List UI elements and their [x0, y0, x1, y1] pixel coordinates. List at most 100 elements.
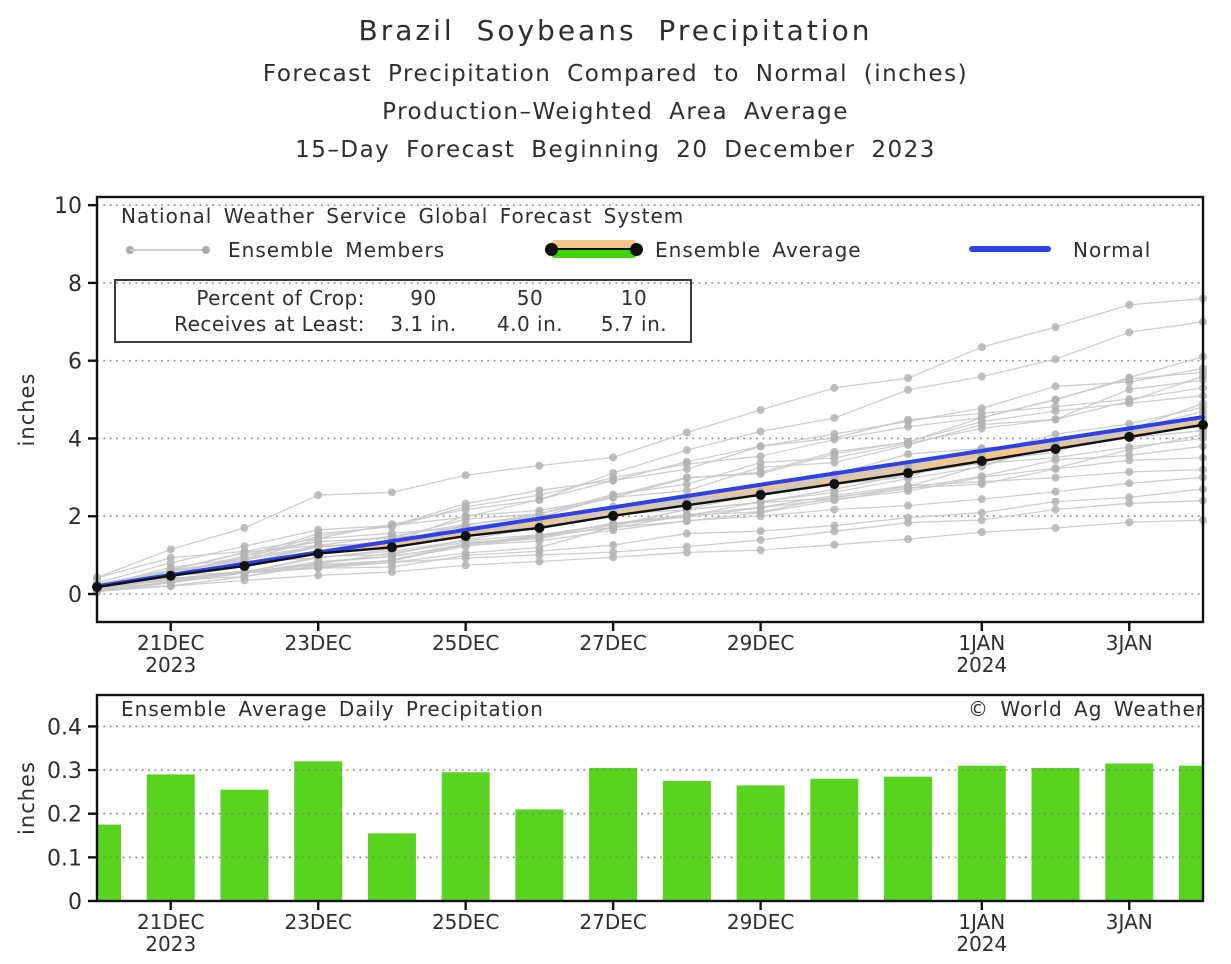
ensemble-member-dot	[904, 385, 913, 394]
x-tick-label: 1JAN	[958, 910, 1005, 934]
daily-precip-bar	[810, 778, 859, 901]
subtitle-2: Production–Weighted Area Average	[382, 99, 849, 125]
ensemble-member-dot	[166, 582, 175, 591]
ensemble-member-dot	[977, 516, 986, 525]
y-tick-label: 8	[68, 272, 82, 297]
ensemble-average-dot	[534, 522, 545, 533]
ensemble-member-dot	[1051, 497, 1060, 506]
ensemble-member-dot	[535, 536, 544, 545]
ensemble-member-line	[96, 437, 1204, 589]
crop-amount: 4.0 in.	[496, 312, 564, 336]
ensemble-member-dot	[977, 495, 986, 504]
y-tick-label: 6	[68, 350, 82, 375]
daily-precip-bar	[957, 765, 1006, 901]
x-tick-year: 2023	[145, 653, 196, 677]
normal-marker-icon	[969, 237, 1051, 263]
top-plot-frame	[95, 195, 1205, 624]
ensemble-member-line	[96, 433, 1204, 586]
y-tick-label: 2	[68, 505, 82, 530]
ensemble-member-dot	[756, 469, 765, 478]
ensemble-member-dot	[1051, 430, 1060, 439]
ensemble-member-dot	[1125, 300, 1134, 309]
ensemble-member-dot	[830, 505, 839, 514]
top-gridlines	[97, 204, 1203, 595]
ensemble-average-marker-icon	[545, 237, 643, 263]
ensemble-member-dot	[387, 488, 396, 497]
x-tick-label: 3JAN	[1106, 910, 1153, 934]
x-tick-label: 3JAN	[1106, 631, 1153, 655]
ensemble-member-dot	[904, 535, 913, 544]
ensemble-member-dot	[461, 502, 470, 511]
ensemble-member-dot	[977, 417, 986, 426]
bottom-y-axis: 0 0.1 0.2 0.3 0.4 inches	[15, 715, 97, 915]
ensemble-member-dot	[314, 525, 323, 534]
page-title: Brazil Soybeans Precipitation	[358, 14, 873, 47]
ensemble-member-dot	[387, 552, 396, 561]
ensemble-member-dot	[609, 526, 618, 535]
daily-precip-bar	[736, 785, 785, 901]
ensemble-member-dot	[977, 343, 986, 352]
ensemble-average-dot	[829, 478, 840, 489]
ensemble-average-dot	[903, 468, 914, 479]
ensemble-average-dot	[239, 561, 250, 572]
ensemble-member-dot	[756, 503, 765, 512]
ensemble-member-dot	[682, 510, 691, 519]
ensemble-member-line	[96, 387, 1204, 584]
bottom-chart-title: Ensemble Average Daily Precipitation	[121, 697, 544, 721]
ensemble-member-dot	[1125, 399, 1134, 408]
subtitle-1: Forecast Precipitation Compared to Norma…	[262, 61, 969, 87]
ensemble-member-dot	[1051, 407, 1060, 416]
ensemble-member-dot	[535, 461, 544, 470]
ensemble-member-line	[96, 519, 1204, 592]
ensemble-member-dot	[314, 557, 323, 566]
ensemble-member-dot	[461, 554, 470, 563]
daily-precip-bar	[1031, 767, 1080, 901]
ensemble-member-dot	[904, 415, 913, 424]
x-tick-label: 21DEC	[137, 910, 204, 934]
copyright-credit: © World Ag Weather	[968, 697, 1205, 721]
ensemble-member-dot	[1125, 375, 1134, 384]
daily-precip-bar	[662, 780, 711, 901]
crop-row1-label: Percent of Crop:	[196, 286, 365, 310]
daily-precip-bar	[97, 824, 121, 901]
ensemble-member-dot	[609, 453, 618, 462]
x-tick-label: 23DEC	[284, 910, 351, 934]
title-block: Brazil Soybeans Precipitation Forecast P…	[0, 8, 1231, 175]
ensemble-member-dot	[756, 535, 765, 544]
ensemble-member-dot	[830, 458, 839, 467]
ensemble-member-dot	[387, 567, 396, 576]
ensemble-member-dot	[756, 406, 765, 415]
daily-precip-bar	[294, 761, 343, 901]
ensemble-member-dot	[1125, 518, 1134, 527]
ensemble-average-dot	[165, 570, 176, 581]
normal-line-icon	[969, 246, 1051, 252]
ensemble-member-dot	[682, 428, 691, 437]
y-tick-label: 0.2	[47, 803, 82, 828]
ensemble-member-dot	[240, 568, 249, 577]
ensemble-member-dot	[1051, 473, 1060, 482]
ensemble-member-dot	[682, 516, 691, 525]
legend-label-ensemble-average: Ensemble Average	[655, 238, 862, 262]
average-band-green-icon	[551, 249, 637, 258]
ensemble-member-dot	[830, 413, 839, 422]
x-tick-label: 27DEC	[579, 631, 646, 655]
legend-label-ensemble-members: Ensemble Members	[228, 238, 446, 262]
ensemble-member-dot	[830, 449, 839, 458]
ensemble-average-dot	[1198, 419, 1208, 430]
y-tick-label: 10	[54, 194, 82, 219]
x-tick-label: 23DEC	[284, 631, 351, 655]
ensemble-average-dot	[1124, 431, 1135, 442]
bottom-gridlines	[97, 725, 1203, 859]
ensemble-member-dot	[387, 532, 396, 541]
ensemble-member-dot	[1051, 355, 1060, 364]
ensemble-member-dot	[682, 446, 691, 455]
ensemble-member-dot	[756, 546, 765, 555]
ensemble-member-dot	[977, 508, 986, 517]
y-tick-label: 0.1	[47, 846, 82, 871]
normal-line	[95, 415, 1205, 589]
ensemble-average-dot	[460, 531, 471, 542]
y-tick-label: 0.3	[47, 759, 82, 784]
ensemble-member-dot	[1051, 382, 1060, 391]
